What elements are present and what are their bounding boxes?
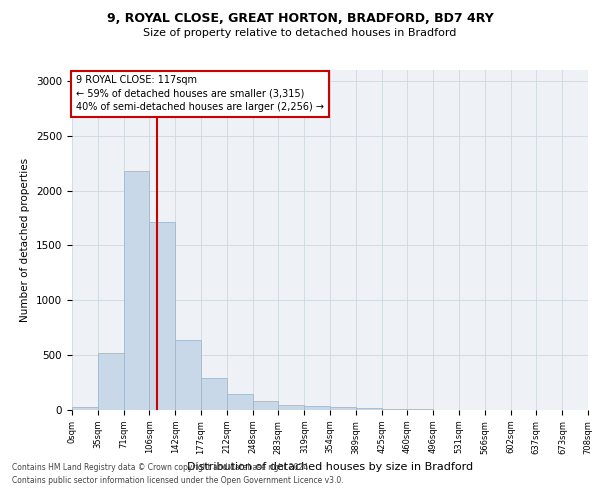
Bar — [304, 406, 330, 410]
Text: Contains HM Land Registry data © Crown copyright and database right 2024.: Contains HM Land Registry data © Crown c… — [12, 464, 311, 472]
Bar — [253, 401, 278, 410]
Bar — [201, 378, 227, 410]
Text: Contains public sector information licensed under the Open Government Licence v3: Contains public sector information licen… — [12, 476, 344, 485]
Bar — [72, 408, 98, 410]
Y-axis label: Number of detached properties: Number of detached properties — [20, 158, 31, 322]
Bar — [98, 353, 124, 410]
Text: 9, ROYAL CLOSE, GREAT HORTON, BRADFORD, BD7 4RY: 9, ROYAL CLOSE, GREAT HORTON, BRADFORD, … — [107, 12, 493, 26]
Bar — [382, 409, 407, 410]
Text: 9 ROYAL CLOSE: 117sqm
← 59% of detached houses are smaller (3,315)
40% of semi-d: 9 ROYAL CLOSE: 117sqm ← 59% of detached … — [76, 76, 323, 112]
Bar — [227, 394, 253, 410]
X-axis label: Distribution of detached houses by size in Bradford: Distribution of detached houses by size … — [187, 462, 473, 472]
Bar — [330, 408, 356, 410]
Bar — [124, 171, 149, 410]
Bar — [175, 340, 201, 410]
Bar — [149, 222, 175, 410]
Text: Size of property relative to detached houses in Bradford: Size of property relative to detached ho… — [143, 28, 457, 38]
Bar — [278, 405, 304, 410]
Bar — [356, 408, 382, 410]
